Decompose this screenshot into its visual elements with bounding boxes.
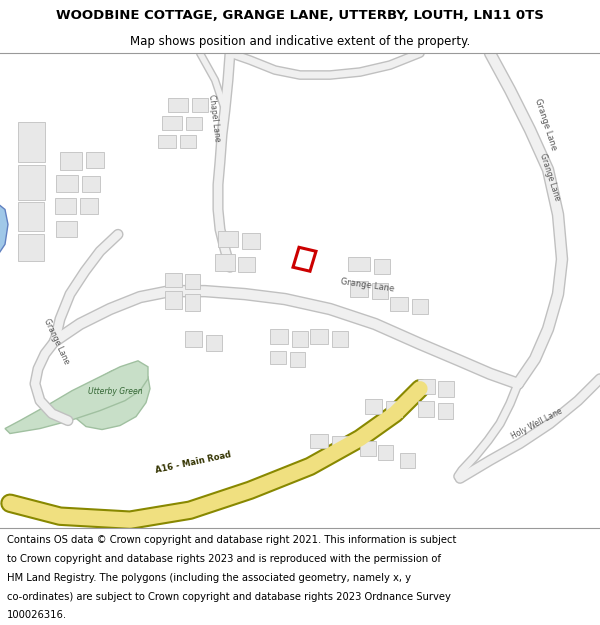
Text: Grange Lane: Grange Lane: [42, 318, 71, 366]
Polygon shape: [292, 331, 308, 347]
Polygon shape: [386, 401, 402, 417]
Polygon shape: [438, 381, 454, 397]
Polygon shape: [374, 259, 390, 274]
Text: Grange Lane: Grange Lane: [340, 277, 395, 293]
Polygon shape: [180, 135, 196, 148]
Polygon shape: [310, 329, 328, 344]
Polygon shape: [238, 258, 255, 272]
Polygon shape: [332, 436, 348, 451]
Polygon shape: [206, 335, 222, 351]
Polygon shape: [378, 446, 393, 461]
Polygon shape: [165, 291, 182, 309]
Polygon shape: [56, 174, 78, 191]
Polygon shape: [365, 399, 382, 414]
Polygon shape: [360, 441, 376, 456]
Polygon shape: [192, 98, 208, 112]
Text: 100026316.: 100026316.: [7, 611, 67, 621]
Polygon shape: [86, 152, 104, 168]
Polygon shape: [185, 274, 200, 289]
Polygon shape: [18, 234, 44, 261]
Polygon shape: [310, 434, 328, 449]
Polygon shape: [165, 273, 182, 287]
Polygon shape: [168, 98, 188, 112]
Text: HM Land Registry. The polygons (including the associated geometry, namely x, y: HM Land Registry. The polygons (includin…: [7, 572, 411, 582]
Polygon shape: [218, 231, 238, 248]
Polygon shape: [18, 164, 45, 199]
Polygon shape: [418, 401, 434, 417]
Polygon shape: [215, 254, 235, 271]
Polygon shape: [80, 198, 98, 214]
Polygon shape: [70, 367, 150, 429]
Text: WOODBINE COTTAGE, GRANGE LANE, UTTERBY, LOUTH, LN11 0TS: WOODBINE COTTAGE, GRANGE LANE, UTTERBY, …: [56, 9, 544, 22]
Polygon shape: [158, 135, 176, 148]
Polygon shape: [418, 379, 435, 394]
Polygon shape: [162, 116, 182, 130]
Polygon shape: [372, 283, 388, 299]
Polygon shape: [60, 152, 82, 169]
Polygon shape: [186, 117, 202, 130]
Polygon shape: [18, 201, 44, 231]
Text: to Crown copyright and database rights 2023 and is reproduced with the permissio: to Crown copyright and database rights 2…: [7, 554, 441, 564]
Text: Map shows position and indicative extent of the property.: Map shows position and indicative extent…: [130, 35, 470, 48]
Polygon shape: [185, 294, 200, 311]
Polygon shape: [290, 352, 305, 367]
Text: A16 - Main Road: A16 - Main Road: [155, 451, 232, 476]
Text: Contains OS data © Crown copyright and database right 2021. This information is : Contains OS data © Crown copyright and d…: [7, 535, 457, 545]
Text: Chapel Lane: Chapel Lane: [207, 94, 222, 142]
Text: Grange Lane: Grange Lane: [533, 98, 558, 152]
Polygon shape: [400, 454, 415, 468]
Polygon shape: [5, 361, 148, 434]
Polygon shape: [270, 329, 288, 344]
Polygon shape: [412, 299, 428, 314]
Polygon shape: [56, 221, 77, 238]
Polygon shape: [55, 198, 76, 214]
Text: Utterby Green: Utterby Green: [88, 387, 143, 396]
Polygon shape: [242, 233, 260, 249]
Polygon shape: [18, 122, 45, 162]
Polygon shape: [390, 297, 408, 311]
Polygon shape: [0, 201, 8, 259]
Polygon shape: [185, 331, 202, 347]
Polygon shape: [332, 331, 348, 347]
Text: Grange Lane: Grange Lane: [538, 152, 562, 201]
Polygon shape: [82, 176, 100, 191]
Polygon shape: [350, 281, 368, 297]
Text: Holy Well Lane: Holy Well Lane: [510, 406, 564, 441]
Polygon shape: [348, 258, 370, 271]
Polygon shape: [270, 351, 286, 364]
Text: co-ordinates) are subject to Crown copyright and database rights 2023 Ordnance S: co-ordinates) are subject to Crown copyr…: [7, 592, 451, 602]
Polygon shape: [438, 402, 453, 419]
